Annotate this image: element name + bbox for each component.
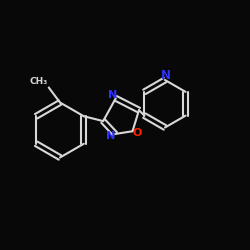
Text: O: O xyxy=(132,128,142,138)
Text: N: N xyxy=(106,131,115,141)
Text: CH₃: CH₃ xyxy=(29,77,48,86)
Text: N: N xyxy=(161,69,171,82)
Text: N: N xyxy=(108,90,118,100)
